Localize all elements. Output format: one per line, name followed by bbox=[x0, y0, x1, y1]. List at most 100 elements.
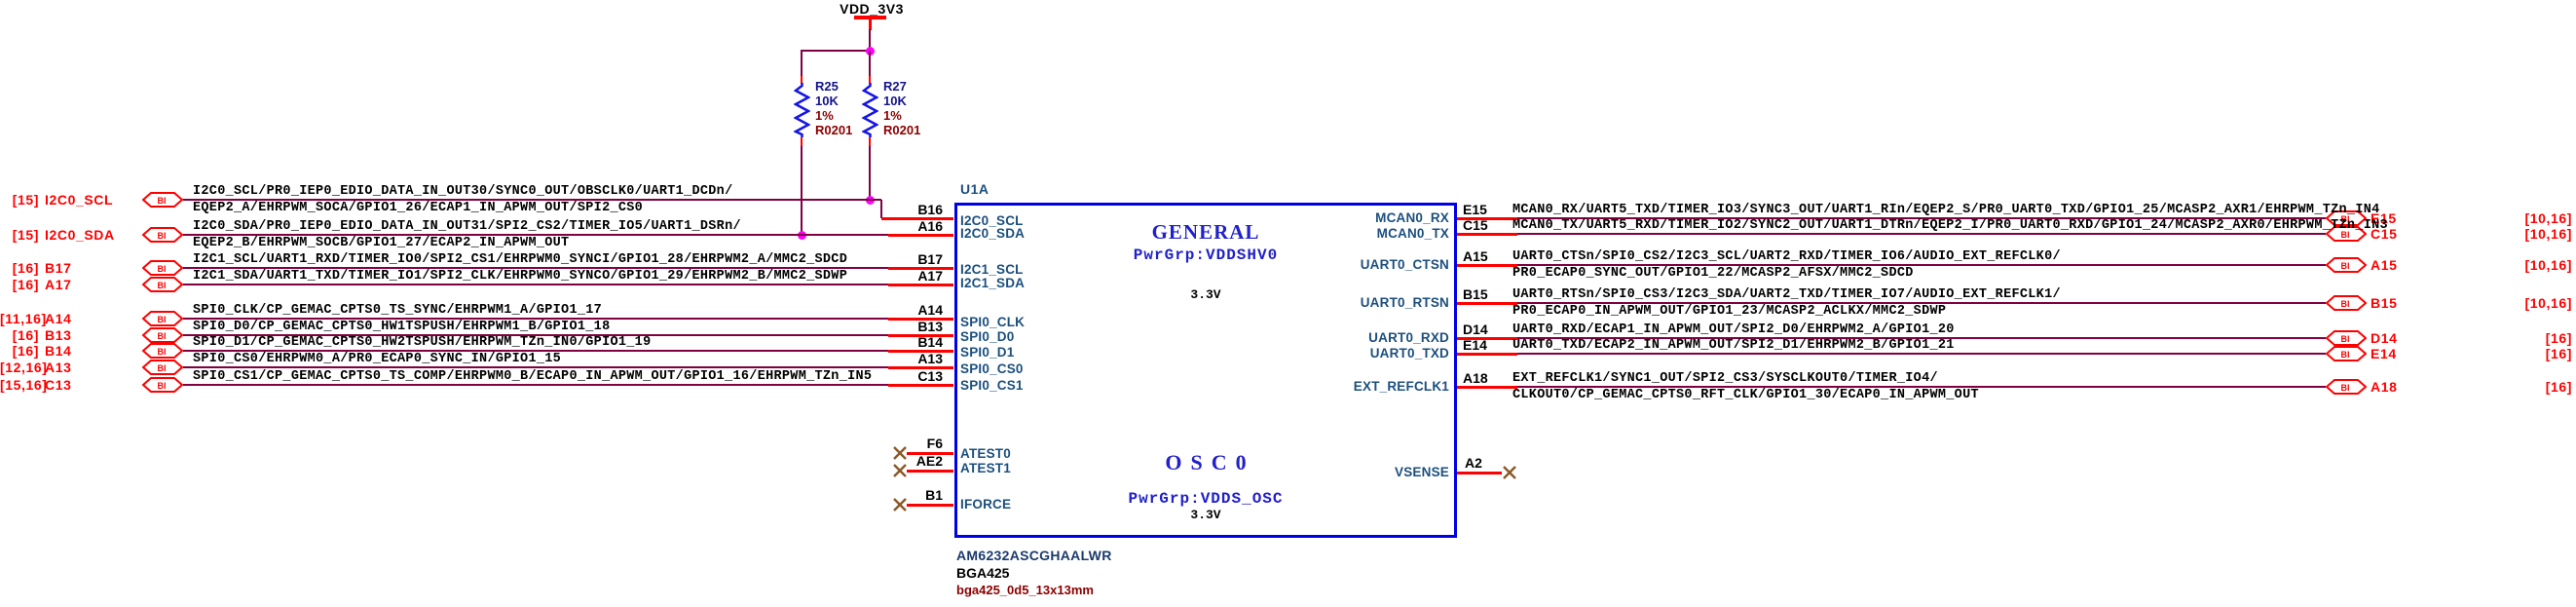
port-bi[interactable]: BI bbox=[2325, 378, 2368, 396]
net-name-line1: SPI0_D1/CP_GEMAC_CPTS0_HW2TSPUSH/EHRPWM_… bbox=[193, 335, 652, 350]
resistor-footprint: R0201 bbox=[815, 123, 853, 137]
net-name-line1: MCAN0_RX/UART5_TXD/TIMER_IO3/SYNC3_OUT/U… bbox=[1512, 203, 2380, 217]
port-hexagon bbox=[141, 327, 184, 343]
no-connect-icon bbox=[1502, 465, 1517, 480]
power-net-label: VDD_3V3 bbox=[840, 1, 904, 17]
block-power-group: PwrGrp:VDDS_OSC bbox=[1128, 490, 1284, 508]
pin-number: A17 bbox=[917, 268, 943, 284]
pin-number: A14 bbox=[917, 302, 943, 318]
port-type-label: BI bbox=[158, 315, 167, 324]
net-name-line1: EXT_REFCLK1/SYNC1_OUT/SPI2_CS3/SYSCLKOUT… bbox=[1512, 371, 1938, 386]
net-name-line1: SPI0_CLK/CP_GEMAC_CPTS0_TS_SYNC/EHRPWM1_… bbox=[193, 303, 603, 318]
port-hexagon bbox=[141, 360, 184, 375]
port-name-label: B15 bbox=[2371, 295, 2398, 311]
pin-number: E14 bbox=[1463, 337, 1487, 353]
wire-segment bbox=[801, 50, 871, 52]
pin-stub bbox=[1457, 302, 1517, 305]
net-name-line1: UART0_CTSn/SPI0_CS2/I2C3_SCL/UART2_RXD/T… bbox=[1512, 249, 2061, 264]
signal-label: I2C0_SCL bbox=[45, 192, 114, 208]
chip-pin-name: UART0_TXD bbox=[1369, 346, 1449, 360]
port-hexagon bbox=[2325, 346, 2368, 361]
port-type-label: BI bbox=[2341, 261, 2350, 271]
pin-stub bbox=[1457, 233, 1517, 236]
wire-segment bbox=[1517, 337, 2326, 339]
port-hexagon bbox=[141, 311, 184, 326]
pin-number: E15 bbox=[1463, 202, 1487, 217]
signal-label: I2C0_SDA bbox=[45, 227, 115, 243]
net-name-line1: UART0_RTSn/SPI0_CS3/I2C3_SDA/UART2_TXD/T… bbox=[1512, 287, 2061, 302]
resistor-footprint: R0201 bbox=[883, 123, 921, 137]
port-name-label: D14 bbox=[2371, 330, 2398, 346]
net-name-line1: SPI0_CS0/EHRPWM0_A/PR0_ECAP0_SYNC_IN/GPI… bbox=[193, 352, 562, 366]
port-bi[interactable]: BI bbox=[141, 342, 184, 360]
chip-pin-name: EXT_REFCLK1 bbox=[1353, 379, 1449, 394]
port-hexagon bbox=[141, 260, 184, 276]
pin-stub bbox=[907, 452, 953, 455]
resistor-lead bbox=[869, 76, 871, 84]
port-bi[interactable]: BI bbox=[141, 376, 184, 394]
chip-pin-name: ATEST0 bbox=[960, 446, 1011, 461]
pin-number: B13 bbox=[917, 319, 943, 334]
port-bi[interactable]: BI bbox=[2325, 345, 2368, 362]
pin-stub bbox=[1457, 337, 1517, 340]
pin-number: A15 bbox=[1463, 248, 1488, 264]
port-bi[interactable]: BI bbox=[141, 359, 184, 376]
port-bi[interactable]: BI bbox=[141, 226, 184, 244]
port-bi[interactable]: BI bbox=[2325, 329, 2368, 347]
wire-segment bbox=[1517, 386, 2326, 388]
resistor-symbol-r27[interactable] bbox=[862, 83, 878, 137]
pin-number: A16 bbox=[917, 218, 943, 234]
net-name-line2: CLKOUT0/CP_GEMAC_CPTS0_RFT_CLK/GPIO1_30/… bbox=[1512, 388, 1979, 402]
port-type-label: BI bbox=[158, 331, 167, 341]
port-type-label: BI bbox=[158, 347, 167, 357]
port-bi[interactable]: BI bbox=[2325, 209, 2368, 227]
port-bi[interactable]: BI bbox=[141, 326, 184, 344]
resistor-value: 10K bbox=[815, 94, 839, 108]
chip-pin-name: ATEST1 bbox=[960, 461, 1011, 475]
resistor-tolerance: 1% bbox=[883, 108, 902, 123]
port-bi[interactable]: BI bbox=[141, 259, 184, 277]
net-name-line1: I2C0_SCL/PR0_IEP0_EDIO_DATA_IN_OUT30/SYN… bbox=[193, 184, 733, 199]
chip-u1a-body[interactable] bbox=[954, 203, 1457, 538]
port-hexagon bbox=[141, 377, 184, 393]
net-name-line1: UART0_TXD/ECAP2_IN_APWM_OUT/SPI2_D1/EHRP… bbox=[1512, 338, 1955, 353]
chip-pin-name: UART0_RXD bbox=[1368, 330, 1449, 345]
no-connect-icon bbox=[892, 497, 908, 512]
port-bi[interactable]: BI bbox=[141, 191, 184, 209]
chip-part-number: AM6232ASCGHAALWR bbox=[956, 548, 1112, 563]
wire-segment bbox=[880, 200, 882, 218]
block-voltage: 3.3V bbox=[1190, 287, 1221, 302]
pin-stub bbox=[888, 350, 953, 353]
resistor-lead bbox=[801, 76, 803, 84]
port-bi[interactable]: BI bbox=[2325, 294, 2368, 312]
net-name-line2: EQEP2_B/EHRPWM_SOCB/GPIO1_27/ECAP2_IN_AP… bbox=[193, 236, 570, 250]
pin-stub bbox=[888, 318, 953, 321]
port-hexagon bbox=[141, 343, 184, 359]
resistor-lead bbox=[801, 137, 803, 146]
net-name-line2: PR0_ECAP0_IN_APWM_OUT/GPIO1_23/MCASP2_AC… bbox=[1512, 304, 1947, 319]
pin-number: C15 bbox=[1463, 217, 1488, 233]
port-type-label: BI bbox=[158, 363, 167, 373]
pin-number: AE2 bbox=[915, 453, 943, 469]
wire-segment bbox=[183, 234, 888, 236]
port-hexagon bbox=[141, 192, 184, 208]
port-hexagon bbox=[141, 277, 184, 292]
port-bi[interactable]: BI bbox=[141, 276, 184, 293]
signal-label: C13 bbox=[45, 377, 72, 393]
pin-stub bbox=[1457, 264, 1517, 267]
chip-pin-name: VSENSE bbox=[1395, 465, 1449, 479]
net-name-line1: UART0_RXD/ECAP1_IN_APWM_OUT/SPI2_D0/EHRP… bbox=[1512, 322, 1955, 337]
port-bi[interactable]: BI bbox=[2325, 225, 2368, 243]
port-bi[interactable]: BI bbox=[2325, 256, 2368, 274]
port-bi[interactable]: BI bbox=[141, 310, 184, 327]
port-type-label: BI bbox=[2341, 214, 2350, 224]
resistor-symbol-r25[interactable] bbox=[794, 83, 810, 137]
pin-stub bbox=[888, 366, 953, 369]
pin-number: A13 bbox=[917, 351, 943, 366]
wire-segment bbox=[1517, 233, 2326, 235]
pin-number: A18 bbox=[1463, 370, 1488, 386]
port-type-label: BI bbox=[158, 381, 167, 391]
page-ref-label: [15,16] bbox=[0, 377, 48, 393]
page-ref-label: [15] bbox=[12, 192, 39, 208]
